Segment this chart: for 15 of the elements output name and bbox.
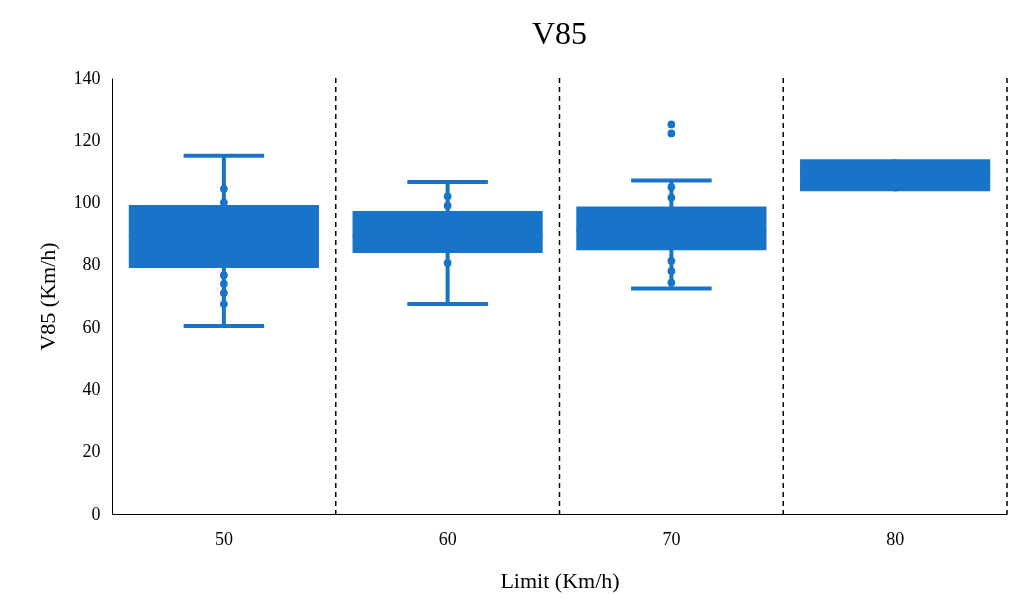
x-tick-label: 50 <box>214 528 233 549</box>
y-tick-label: 20 <box>82 441 101 462</box>
x-axis-title: Limit (Km/h) <box>500 567 620 593</box>
y-tick-label: 140 <box>73 67 101 88</box>
x-tick-label: 80 <box>886 528 905 549</box>
y-tick-label: 120 <box>73 129 101 150</box>
y-tick-label: 100 <box>73 192 101 213</box>
y-tick-label: 60 <box>82 316 101 337</box>
x-tick-label: 60 <box>438 528 457 549</box>
y-tick-label: 0 <box>91 503 101 524</box>
x-tick-label: 70 <box>662 528 681 549</box>
y-tick-label: 80 <box>82 254 101 275</box>
chart-title: V85 <box>531 15 588 51</box>
y-axis-title: V85 (Km/h) <box>34 242 60 351</box>
y-tick-label: 40 <box>82 378 101 399</box>
